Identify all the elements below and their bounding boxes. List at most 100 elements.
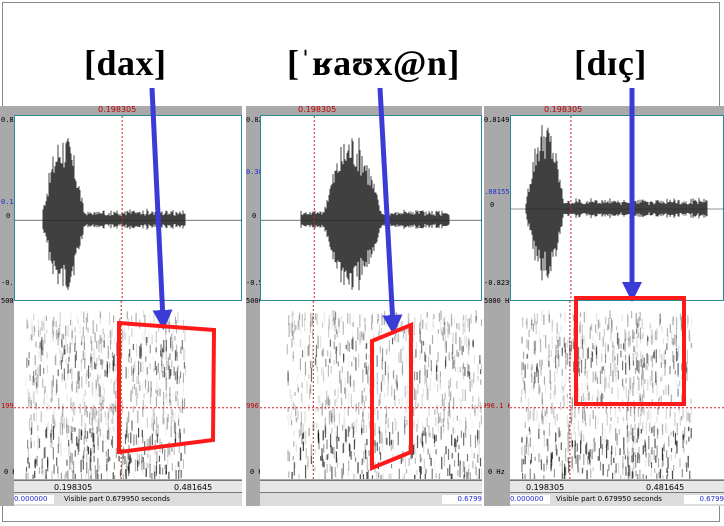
spectrogram-cell	[557, 349, 559, 360]
spectrogram-cell	[432, 315, 434, 321]
spectrogram-cell	[435, 417, 437, 427]
spectrogram-cell	[471, 403, 473, 409]
spectrogram-cell	[570, 417, 573, 425]
spectrogram-cell	[674, 370, 676, 375]
spectrogram-cell	[302, 423, 304, 437]
spectrogram-cell	[685, 440, 688, 445]
spectrogram-cell	[620, 344, 622, 349]
waveform-view[interactable]	[510, 115, 724, 302]
spectrogram-cell	[363, 400, 366, 407]
spectrogram-cell	[476, 429, 479, 442]
spectrogram-cell	[66, 424, 68, 434]
spectrogram-cell	[671, 350, 674, 363]
spectrogram-cell	[357, 462, 359, 472]
spectrogram-cell	[377, 318, 379, 324]
spectrogram-cell	[591, 350, 593, 357]
spectrogram-cell	[594, 324, 597, 333]
spectrogram-cell	[28, 359, 30, 366]
spectrogram-cell	[97, 457, 99, 472]
spectrogram-cell	[436, 364, 438, 372]
spectrogram-cell	[425, 468, 427, 474]
spectrogram-cell	[36, 382, 38, 388]
spectrogram-cell	[628, 430, 630, 442]
spectrogram-cell	[658, 471, 660, 479]
spectrogram-cell	[173, 445, 175, 456]
spectrogram-cell	[584, 413, 586, 425]
spectrogram-cell	[577, 420, 579, 431]
spectrogram-view[interactable]	[14, 301, 242, 479]
spectrogram-cell	[546, 455, 548, 464]
spectrogram-cell	[127, 433, 130, 443]
spectrogram-cell	[410, 323, 413, 333]
spectrogram-cell	[459, 337, 461, 351]
spectrogram-cell	[544, 410, 546, 417]
spectrogram-cell	[155, 461, 158, 474]
spectrogram-cell	[642, 378, 645, 390]
spectrogram-cell	[66, 459, 68, 466]
spectrogram-cell	[374, 408, 376, 416]
spectrogram-cell	[127, 367, 129, 379]
spectrogram-cell	[443, 408, 445, 422]
spectrogram-cell	[539, 359, 541, 368]
spectrogram-cell	[162, 347, 164, 353]
freq-max-label: 5000 Hz	[484, 297, 514, 305]
spectrogram-cell	[59, 360, 61, 366]
spectrogram-cell	[390, 441, 392, 451]
spectrogram-cell	[385, 458, 388, 467]
spectrogram-cell	[659, 349, 661, 359]
spectrogram-cell	[332, 310, 334, 322]
spectrogram-cell	[91, 341, 93, 352]
spectrogram-cell	[573, 466, 575, 474]
spectrogram-cell	[578, 431, 580, 437]
spectrogram-cell	[30, 437, 32, 449]
spectrogram-cell	[110, 330, 112, 345]
spectrogram-cell	[369, 449, 371, 463]
spectrogram-cell	[404, 422, 406, 429]
visible-part-bar[interactable]: 0.000000 Visible part 0.679950 seconds 0…	[510, 492, 724, 506]
spectrogram-cell	[163, 367, 166, 378]
spectrogram-cell	[145, 337, 147, 346]
spectrogram-cell	[559, 462, 561, 467]
spectrogram-cell	[93, 435, 95, 444]
spectrogram-cell	[80, 341, 83, 346]
spectrogram-cell	[87, 365, 90, 379]
spectrogram-cell	[573, 361, 575, 373]
spectrogram-cell	[539, 386, 542, 392]
spectrogram-cell	[44, 434, 46, 441]
spectrogram-cell	[100, 473, 102, 479]
spectrogram-cell	[604, 368, 606, 380]
spectrogram-cell	[565, 467, 567, 475]
spectrogram-cell	[540, 454, 542, 463]
visible-part-bar[interactable]: 0.000000 Visible part 0.679950 seconds	[14, 492, 242, 506]
spectrogram-cell	[608, 375, 610, 389]
spectrogram-cell	[637, 328, 639, 339]
spectrogram-cell	[614, 470, 616, 475]
spectrogram-view[interactable]	[510, 301, 724, 479]
spectrogram-cell	[324, 469, 326, 479]
spectrogram-cell	[549, 369, 551, 384]
spectrogram-cell	[90, 336, 92, 344]
spectrogram-cell	[102, 359, 104, 365]
spectrogram-cell	[623, 418, 625, 425]
spectrogram-cell	[661, 354, 663, 361]
spectrogram-cell	[80, 459, 82, 473]
spectrogram-cell	[453, 460, 456, 467]
amp-cursor-label: 0.124	[1, 198, 23, 206]
spectrogram-cell	[621, 361, 624, 371]
spectrogram-view[interactable]	[260, 301, 482, 479]
spectrogram-cell	[325, 399, 327, 410]
spectrogram-cell	[439, 472, 441, 479]
spectrogram-cell	[419, 319, 422, 328]
spectrogram-cell	[345, 429, 348, 437]
spectrogram-cell	[678, 401, 680, 411]
spectrogram-cell	[583, 453, 585, 466]
waveform-view[interactable]	[260, 115, 482, 302]
spectrogram-cell	[448, 398, 451, 412]
waveform-view[interactable]	[14, 115, 242, 302]
spectrogram-cell	[90, 451, 92, 456]
spectrogram-cell	[582, 393, 585, 402]
spectrogram-cell	[165, 470, 167, 475]
spectrogram-cell	[41, 458, 43, 468]
visible-part-bar[interactable]: 0.6799	[260, 492, 482, 506]
spectrogram-cell	[559, 336, 561, 347]
